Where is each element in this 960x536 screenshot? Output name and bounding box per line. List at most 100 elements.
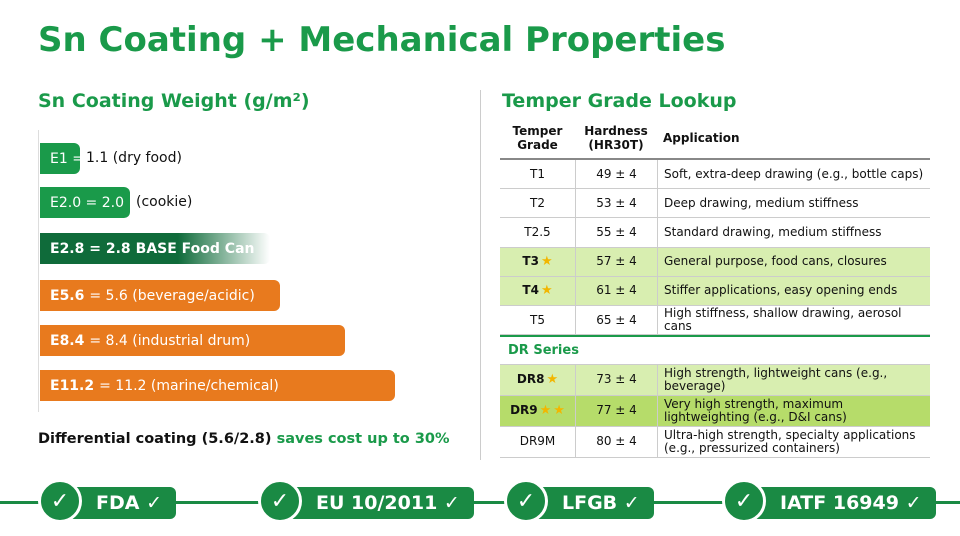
coating-detail: = 11.2 (marine/chemical) [99,377,279,394]
badge-seal: ✓ [722,479,766,523]
coating-detail: 1.1 (dry food) [86,150,182,166]
cell-text: T4 [522,283,539,298]
table-cell: 49 ± 4 [575,160,657,190]
cell-text: DR9 [510,403,538,418]
table-cell: T3 ★ [500,247,575,277]
badge: ✓ LFGB ✓ [504,479,654,523]
table-cell: Standard drawing, medium stiffness [657,218,930,248]
cell-text: 49 ± 4 [596,166,637,181]
footer-line [0,501,960,504]
table-cell: 65 ± 4 [575,306,657,336]
cell-text: Ultra-high strength, specialty applicati… [664,427,916,455]
note-highlight: saves cost up to 30% [276,431,450,447]
table-cell: High strength, lightweight cans (e.g., b… [657,365,930,396]
coating-label: E1 = [50,150,84,167]
table-cell: T2.5 [500,218,575,248]
cell-text: T2.5 [524,224,551,239]
star-icon: ★ [546,371,559,387]
coating-detail: (cookie) [136,194,193,210]
table-cell: General purpose, food cans, closures [657,247,930,277]
table-cell: High stiffness, shallow drawing, aerosol… [657,305,930,336]
cell-text: 55 ± 4 [596,224,637,239]
divider [480,90,481,460]
table-cell: 57 ± 4 [575,247,657,277]
cell-text: 77 ± 4 [596,403,637,418]
star-icon: ★ [539,402,552,418]
star-icon: ★ [540,282,553,298]
cell-text: 73 ± 4 [596,372,637,387]
table-cell: 61 ± 4 [575,276,657,306]
table-cell: DR9 ★ ★ [500,396,575,427]
coating-bar: E2.8 = 2.8 BASE Food Can [40,233,270,264]
cell-text: 53 ± 4 [596,195,637,210]
badge-seal: ✓ [38,479,82,523]
cell-text: Very high strength, maximum lightweighti… [664,396,847,424]
coating-bar: E5.6 = 5.6 (beverage/acidic) [40,280,280,311]
table-cell: DR8 ★ [500,365,575,396]
star-icon: ★ [553,402,565,418]
coating-detail: BASE Food Can [135,240,255,257]
cell-text: T5 [530,312,545,327]
axis-line [38,130,39,412]
cell-text: 80 ± 4 [596,434,637,449]
left-heading: Sn Coating Weight (g/m²) [38,90,310,112]
coating-label: E11.2 [50,377,95,394]
table-header: Temper Grade [500,118,575,160]
badge: ✓ EU 10/2011 ✓ [258,479,474,523]
table-cell: Deep drawing, medium stiffness [657,189,930,219]
coating-label: E2.0 = 2.0 [50,194,125,211]
badge-seal: ✓ [258,479,302,523]
table-cell: 77 ± 4 [575,396,657,427]
table-cell: 80 ± 4 [575,427,657,458]
table-header: Application [657,118,930,160]
table-cell: Soft, extra-deep drawing (e.g., bottle c… [657,160,930,190]
badge-text: IATF 16949 ✓ [780,492,922,514]
cell-text: Standard drawing, medium stiffness [664,224,882,239]
badge-text: FDA ✓ [96,492,162,514]
cell-text: Deep drawing, medium stiffness [664,195,859,210]
cell-text: 57 ± 4 [596,254,637,269]
badge: ✓ IATF 16949 ✓ [722,479,936,523]
table-cell: 73 ± 4 [575,365,657,396]
cell-text: T3 [522,254,539,269]
cell-text: High strength, lightweight cans (e.g., b… [664,365,888,393]
table-header: Hardness (HR30T) [575,118,657,160]
cell-text: T2 [530,195,545,210]
right-heading: Temper Grade Lookup [502,90,737,112]
coating-detail: = 5.6 (beverage/acidic) [89,287,255,304]
badge: ✓ FDA ✓ [38,479,176,523]
title: Sn Coating + Mechanical Properties [38,20,726,60]
cell-text: T1 [530,166,545,181]
cell-text: Stiffer applications, easy opening ends [664,283,898,298]
coating-bar: E8.4 = 8.4 (industrial drum) [40,325,345,356]
cell-text: DR9M [519,434,556,449]
table-cell: T4 ★ [500,276,575,306]
coating-bar: E11.2 = 11.2 (marine/chemical) [40,370,395,401]
coating-bar: E2.0 = 2.0 [40,187,130,218]
table-cell: DR9M [500,427,575,458]
note: Differential coating (5.6/2.8) saves cos… [38,431,450,447]
table-cell: T1 [500,160,575,190]
note-text: Differential coating (5.6/2.8) [38,431,272,447]
table-cell: Ultra-high strength, specialty applicati… [657,427,930,458]
cell-text: Soft, extra-deep drawing (e.g., bottle c… [664,166,924,181]
table-cell: T2 [500,189,575,219]
coating-label: E2.8 = 2.8 [50,240,131,257]
badge-text: LFGB ✓ [562,492,640,514]
coating-bar: E1 = [40,143,84,174]
coating-label: E8.4 [50,332,85,349]
coating-label: E5.6 [50,287,85,304]
cell-text: DR8 [516,372,545,387]
table-cell: 53 ± 4 [575,189,657,219]
section-label: DR Series [500,335,930,365]
table-cell: 55 ± 4 [575,218,657,248]
badge-text: EU 10/2011 ✓ [316,492,460,514]
badge-seal: ✓ [504,479,548,523]
cell-text: High stiffness, shallow drawing, aerosol… [664,305,902,334]
cell-text: 61 ± 4 [596,283,637,298]
table-cell: Very high strength, maximum lightweighti… [657,396,930,427]
coating-detail: = 8.4 (industrial drum) [89,332,251,349]
table-cell: T5 [500,306,575,336]
cell-text: General purpose, food cans, closures [664,254,887,269]
